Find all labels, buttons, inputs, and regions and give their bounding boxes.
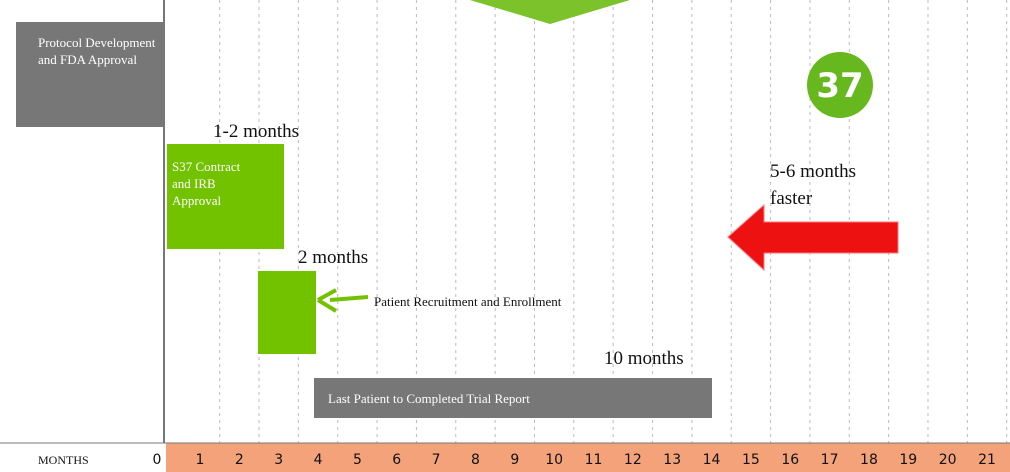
month-tick: 3: [274, 452, 283, 468]
top-chevron: [470, 0, 630, 24]
month-tick: 2: [235, 452, 244, 468]
month-tick: 9: [510, 452, 519, 468]
badge-label: 37: [816, 66, 863, 106]
month-tick: 5: [353, 452, 362, 468]
month-tick: 7: [432, 452, 441, 468]
axis-label: MONTHS: [38, 453, 89, 467]
recruitment-label: Patient Recruitment and Enrollment: [374, 294, 562, 309]
faster-label: 5-6 months faster: [770, 161, 857, 209]
month-tick: 10: [545, 452, 563, 468]
month-tick: 4: [314, 452, 323, 468]
month-tick: 13: [663, 452, 681, 468]
month-strip: [166, 443, 1010, 472]
protocol-label: Protocol Development and FDA Approval: [38, 35, 156, 67]
month-tick: 12: [624, 452, 642, 468]
duration-label: 10 months: [604, 348, 684, 369]
month-tick: 16: [781, 452, 799, 468]
duration-label: 2 months: [298, 247, 368, 268]
recruitment-box: [258, 271, 316, 354]
faster-arrow: [727, 203, 899, 272]
month-tick: 18: [860, 452, 878, 468]
month-tick: 1: [196, 452, 205, 468]
badge-circle: [807, 52, 873, 118]
month-tick: 14: [703, 452, 721, 468]
protocol-box: [16, 22, 165, 127]
month-tick: 8: [471, 452, 480, 468]
month-tick: 19: [899, 452, 917, 468]
month-tick: 17: [821, 452, 839, 468]
contract-box: [167, 144, 284, 249]
pointer-arrow: [316, 288, 369, 313]
report-box: [314, 378, 712, 418]
month-tick: 0: [153, 452, 162, 468]
month-tick: 20: [939, 452, 957, 468]
month-tick: 11: [585, 452, 603, 468]
contract-label: S37 Contract and IRB Approval: [172, 159, 241, 208]
month-tick: 21: [978, 452, 996, 468]
month-tick: 6: [392, 452, 401, 468]
duration-label: 1-2 months: [213, 121, 299, 142]
month-tick: 15: [742, 452, 760, 468]
report-label: Last Patient to Completed Trial Report: [328, 391, 530, 406]
